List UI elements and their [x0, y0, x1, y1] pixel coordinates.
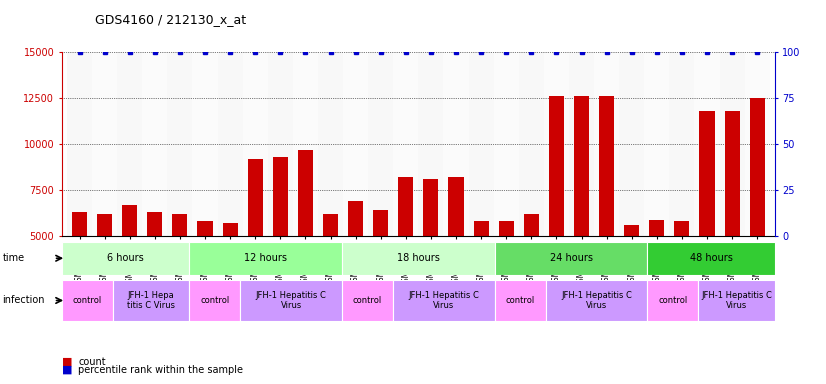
Bar [444, 52, 468, 236]
Bar [644, 52, 669, 236]
Bar [546, 280, 648, 321]
Bar [495, 280, 546, 321]
Bar [318, 52, 343, 236]
Bar [122, 205, 137, 236]
Bar [519, 52, 544, 236]
Text: 24 hours: 24 hours [549, 253, 592, 263]
Text: 12 hours: 12 hours [244, 253, 287, 263]
Bar [173, 214, 188, 236]
Text: count: count [78, 357, 106, 367]
Text: 6 hours: 6 hours [107, 253, 144, 263]
Text: JFH-1 Hepatitis C
Virus: JFH-1 Hepatitis C Virus [561, 291, 632, 310]
Text: 48 hours: 48 hours [690, 253, 733, 263]
Bar [222, 223, 238, 236]
Bar [323, 214, 338, 236]
Bar [243, 52, 268, 236]
Text: JFH-1 Hepatitis C
Virus: JFH-1 Hepatitis C Virus [701, 291, 772, 310]
Text: JFH-1 Hepatitis C
Virus: JFH-1 Hepatitis C Virus [255, 291, 326, 310]
Bar [745, 52, 770, 236]
Bar [373, 210, 388, 236]
Bar [419, 52, 444, 236]
Text: control: control [506, 296, 534, 305]
Bar [699, 280, 775, 321]
Bar [72, 212, 87, 236]
Text: GDS4160 / 212130_x_at: GDS4160 / 212130_x_at [95, 13, 246, 26]
Bar [97, 214, 112, 236]
Bar [268, 52, 293, 236]
Bar [499, 222, 514, 236]
Text: 18 hours: 18 hours [397, 253, 439, 263]
Bar [669, 52, 695, 236]
Bar [700, 111, 714, 236]
Bar [544, 52, 569, 236]
Bar [147, 212, 163, 236]
Bar [599, 96, 615, 236]
Text: percentile rank within the sample: percentile rank within the sample [78, 365, 244, 375]
Bar [719, 52, 745, 236]
Bar [648, 280, 699, 321]
Bar [649, 220, 664, 236]
Text: control: control [200, 296, 230, 305]
Bar [342, 242, 495, 275]
Bar [750, 98, 765, 236]
Text: ■: ■ [62, 364, 73, 374]
Bar [92, 52, 117, 236]
Bar [142, 52, 168, 236]
Bar [620, 52, 644, 236]
Bar [468, 52, 494, 236]
Bar [67, 52, 92, 236]
Text: JFH-1 Hepa
titis C Virus: JFH-1 Hepa titis C Virus [127, 291, 175, 310]
Bar [113, 280, 189, 321]
Bar [724, 111, 739, 236]
Bar [494, 52, 519, 236]
Text: ■: ■ [62, 357, 73, 367]
Bar [62, 280, 113, 321]
Bar [192, 52, 217, 236]
Bar [240, 280, 342, 321]
Bar [449, 177, 463, 236]
Bar [217, 52, 243, 236]
Bar [273, 157, 287, 236]
Bar [293, 52, 318, 236]
Bar [695, 52, 719, 236]
Bar [393, 52, 418, 236]
Text: time: time [2, 253, 25, 263]
Bar [189, 280, 240, 321]
Bar [368, 52, 393, 236]
Bar [549, 96, 564, 236]
Bar [648, 242, 775, 275]
Bar [62, 242, 189, 275]
Bar [624, 225, 639, 236]
Bar [168, 52, 192, 236]
Text: control: control [658, 296, 687, 305]
Bar [473, 222, 489, 236]
Bar [343, 52, 368, 236]
Bar [298, 149, 313, 236]
Bar [524, 214, 539, 236]
Text: control: control [353, 296, 382, 305]
Bar [189, 242, 342, 275]
Bar [594, 52, 620, 236]
Bar [495, 242, 648, 275]
Bar [197, 222, 212, 236]
Text: infection: infection [2, 295, 45, 306]
Bar [393, 280, 495, 321]
Bar [248, 159, 263, 236]
Text: control: control [73, 296, 102, 305]
Bar [574, 96, 589, 236]
Bar [117, 52, 142, 236]
Bar [569, 52, 594, 236]
Text: JFH-1 Hepatitis C
Virus: JFH-1 Hepatitis C Virus [408, 291, 479, 310]
Bar [674, 222, 690, 236]
Bar [398, 177, 413, 236]
Bar [342, 280, 393, 321]
Bar [348, 201, 363, 236]
Bar [424, 179, 439, 236]
